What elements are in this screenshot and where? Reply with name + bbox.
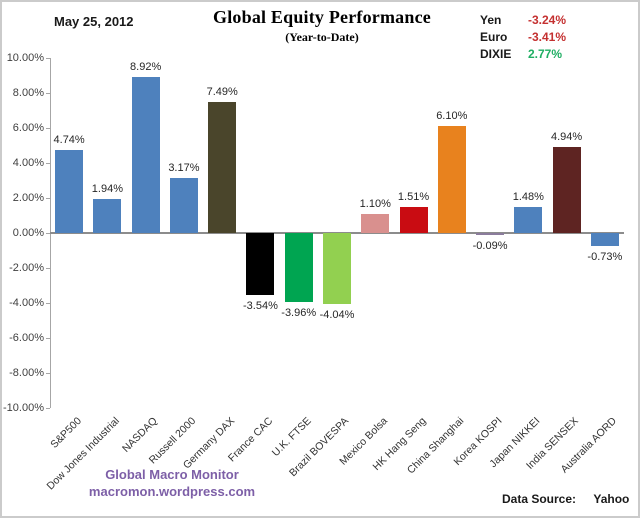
bar-value-label: -4.04% xyxy=(319,308,355,321)
site-credit: Global Macro Monitor macromon.wordpress.… xyxy=(57,466,287,500)
y-axis-tick-mark xyxy=(46,163,50,164)
y-axis-tick-label: 8.00% xyxy=(12,86,44,99)
y-axis-tick-label: 2.00% xyxy=(12,191,44,204)
y-axis-tick-label: -2.00% xyxy=(9,261,44,274)
currency-legend-value: -3.24% xyxy=(528,13,567,27)
y-axis-tick-mark xyxy=(46,233,50,234)
currency-legend-row: Euro -3.41% xyxy=(480,30,566,44)
y-axis-tick-label: 0.00% xyxy=(12,226,44,239)
y-axis-tick-mark xyxy=(46,93,50,94)
data-source-value: Yahoo xyxy=(593,492,630,506)
bar-brazil-bovespa xyxy=(323,233,351,304)
y-axis-tick-label: 6.00% xyxy=(12,121,44,134)
bar-nasdaq xyxy=(131,76,160,233)
title-block: Global Equity Performance (Year-to-Date) xyxy=(152,7,492,45)
bar-value-label: 3.17% xyxy=(168,161,200,174)
bar-value-label: 7.49% xyxy=(206,85,238,98)
bar-value-label: -3.96% xyxy=(281,307,317,320)
bar-value-label: 1.51% xyxy=(397,190,430,203)
site-credit-line2: macromon.wordpress.com xyxy=(88,484,256,499)
bar-value-label: 4.94% xyxy=(550,130,583,143)
bar-value-label: 1.94% xyxy=(91,183,123,196)
y-axis-tick-label: -8.00% xyxy=(9,366,44,379)
bar-japan-nikkei xyxy=(514,207,543,233)
bar-value-label: 1.10% xyxy=(359,197,391,210)
y-axis-tick-mark xyxy=(46,408,50,409)
y-axis-tick-mark xyxy=(46,198,50,199)
x-axis-category-label: S&P500 xyxy=(47,415,84,451)
y-axis-tick-mark xyxy=(46,58,50,59)
data-source-label: Data Source: xyxy=(502,492,577,506)
currency-legend-label: Euro xyxy=(480,30,508,44)
bar-russell-2000 xyxy=(169,177,198,233)
y-axis-tick-mark xyxy=(46,268,50,269)
bar-dow-jones-industrial xyxy=(93,199,122,233)
bar-value-label: -0.09% xyxy=(472,239,508,252)
y-axis-tick-label: 4.00% xyxy=(12,156,44,169)
currency-legend-row: DIXIE 2.77% xyxy=(480,47,566,61)
bar-australia-aord xyxy=(590,233,619,246)
currency-legend-label: DIXIE xyxy=(480,47,512,61)
y-axis-tick-mark xyxy=(46,303,50,304)
y-axis-tick-mark xyxy=(46,128,50,129)
currency-legend-value: 2.77% xyxy=(528,47,563,61)
bar-germany-dax xyxy=(208,101,237,233)
currency-legend-label: Yen xyxy=(480,13,502,27)
bar-value-label: 4.74% xyxy=(53,134,85,147)
bar-india-sensex xyxy=(552,146,581,233)
chart-title: Global Equity Performance xyxy=(213,7,431,27)
y-axis-tick-label: -6.00% xyxy=(9,331,44,344)
site-credit-line1: Global Macro Monitor xyxy=(105,467,239,482)
chart-subtitle: (Year-to-Date) xyxy=(285,30,359,44)
y-axis-tick-label: 10.00% xyxy=(6,51,44,64)
y-axis-tick-mark xyxy=(46,373,50,374)
bar-korea-kospi xyxy=(476,233,505,235)
bar-china-shanghai xyxy=(437,126,466,233)
bar-value-label: -0.73% xyxy=(587,250,623,263)
bar-u-k-ftse xyxy=(284,233,313,303)
currency-legend: Yen -3.24% Euro -3.41% DIXIE 2.77% xyxy=(480,13,566,64)
bar-hk-hang-seng xyxy=(399,206,428,233)
currency-legend-row: Yen -3.24% xyxy=(480,13,566,27)
bar-mexico-bolsa xyxy=(361,213,390,233)
data-source-note: Data Source: Yahoo xyxy=(502,492,629,506)
bar-value-label: 1.48% xyxy=(512,191,544,204)
bar-value-label: 6.10% xyxy=(436,110,468,123)
bar-france-cac xyxy=(246,233,275,295)
y-axis-tick-label: -10.00% xyxy=(3,401,44,414)
bar-s-p500 xyxy=(55,150,84,233)
bar-value-label: -3.54% xyxy=(243,299,278,312)
y-axis-tick-mark xyxy=(46,338,50,339)
y-axis-tick-label: -4.00% xyxy=(9,296,44,309)
bar-value-label: 8.92% xyxy=(130,60,162,73)
currency-legend-value: -3.41% xyxy=(528,30,567,44)
chart-date: May 25, 2012 xyxy=(54,14,134,29)
